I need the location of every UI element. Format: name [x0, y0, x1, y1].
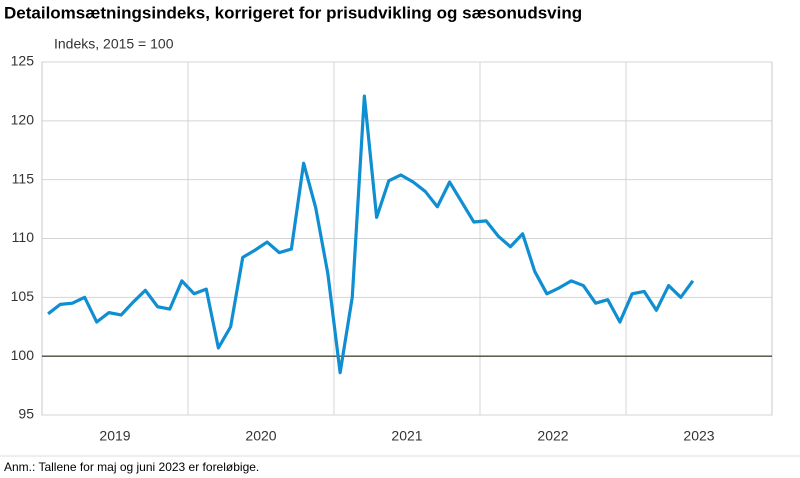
- chart-title: Detailomsætningsindeks, korrigeret for p…: [4, 3, 582, 22]
- y-tick-label: 100: [11, 347, 35, 363]
- x-tick-label: 2020: [245, 428, 276, 444]
- footnote: Anm.: Tallene for maj og juni 2023 er fo…: [4, 460, 259, 474]
- y-tick-label: 120: [11, 112, 35, 128]
- y-tick-label: 110: [12, 229, 35, 245]
- y-axis-label: Indeks, 2015 = 100: [54, 36, 174, 52]
- x-tick-label: 2019: [99, 428, 130, 444]
- y-tick-label: 125: [11, 53, 35, 69]
- x-tick-label: 2021: [391, 428, 422, 444]
- x-tick-label: 2023: [683, 428, 714, 444]
- x-tick-label: 2022: [537, 428, 568, 444]
- y-tick-label: 115: [12, 170, 35, 186]
- y-tick-label: 95: [18, 406, 34, 422]
- data-line: [47, 94, 695, 375]
- y-tick-label: 105: [11, 288, 35, 304]
